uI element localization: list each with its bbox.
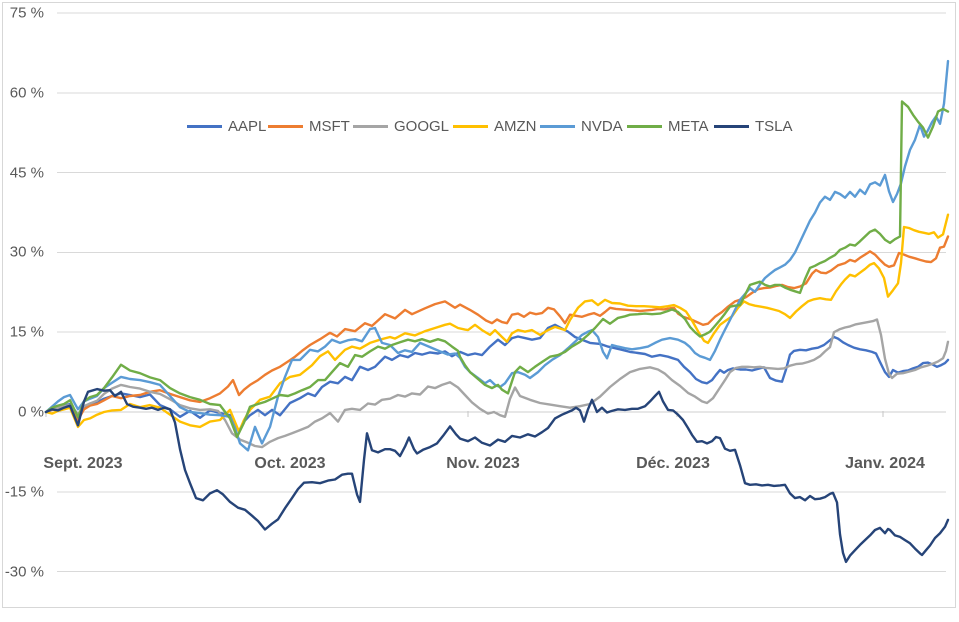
series-line-msft <box>44 235 950 422</box>
legend-item-amzn: AMZN <box>453 116 537 136</box>
y-axis-label: 75 % <box>9 4 44 22</box>
legend-label: META <box>668 117 709 135</box>
legend-item-tsla: TSLA <box>714 116 793 136</box>
legend-label: NVDA <box>581 117 623 135</box>
series-line-amzn <box>44 213 950 433</box>
legend-item-msft: MSFT <box>268 116 350 136</box>
series-line-meta <box>44 100 950 439</box>
y-axis-label: 60 % <box>9 84 44 102</box>
chart-border <box>2 2 956 608</box>
x-axis-label: Janv. 2024 <box>845 455 925 472</box>
legend-item-nvda: NVDA <box>540 116 623 136</box>
series-line-googl <box>44 318 950 449</box>
legend-label: AAPL <box>228 117 267 135</box>
legend-item-aapl: AAPL <box>187 116 266 136</box>
y-axis-label: 30 % <box>9 243 44 261</box>
legend-swatch-nvda <box>540 124 575 128</box>
y-axis-label: 45 % <box>9 164 44 182</box>
legend-swatch-meta <box>627 124 662 128</box>
x-axis-label: Nov. 2023 <box>446 455 520 472</box>
legend-swatch-googl <box>353 124 388 128</box>
series-line-tsla <box>44 387 950 564</box>
series-line-nvda <box>44 59 950 452</box>
legend-swatch-tsla <box>714 124 749 128</box>
legend-item-googl: GOOGL <box>353 116 449 136</box>
legend-label: MSFT <box>309 117 350 135</box>
series-line-aapl <box>44 323 950 433</box>
legend-item-meta: META <box>627 116 709 136</box>
x-axis-label: Sept. 2023 <box>43 455 123 472</box>
legend-swatch-msft <box>268 124 303 128</box>
y-axis-label: -15 % <box>4 483 44 501</box>
legend-swatch-amzn <box>453 124 488 128</box>
y-axis-label: 0 % <box>18 403 44 421</box>
y-axis-label: -30 % <box>4 563 44 580</box>
legend-label: AMZN <box>494 117 537 135</box>
x-axis-label: Oct. 2023 <box>254 455 326 472</box>
legend-label: TSLA <box>755 117 793 135</box>
x-axis-label: Déc. 2023 <box>636 455 710 472</box>
legend-label: GOOGL <box>394 117 450 135</box>
y-axis-label: 15 % <box>9 323 44 341</box>
legend-swatch-aapl <box>187 124 222 128</box>
